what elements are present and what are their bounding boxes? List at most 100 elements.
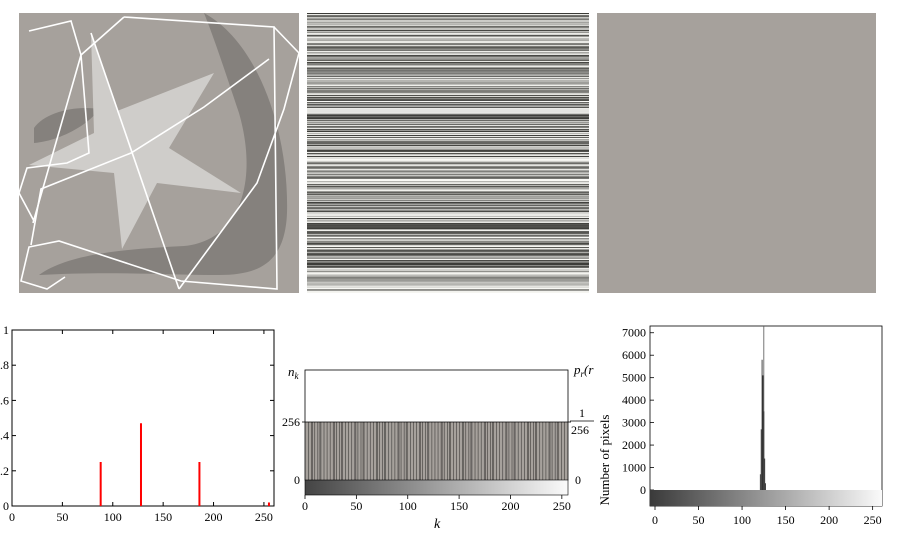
chart2-x-tick-label: 50 [350, 499, 362, 513]
stripe-line [307, 291, 589, 292]
stripe-line [307, 188, 589, 189]
stripe-line [307, 116, 589, 117]
histogram-chart-1: 0 .2 .4 .6 .8 1 0 50 100 150 200 250 [0, 323, 275, 524]
stripe-line [307, 246, 589, 247]
stripe-line [307, 241, 589, 242]
stripe-line [307, 27, 589, 28]
stripe-line [307, 52, 589, 53]
stripe-line [307, 68, 589, 69]
stripe-line [307, 243, 589, 244]
stripe-line [307, 95, 589, 96]
stripe-line [307, 17, 589, 18]
stripe-line [307, 45, 589, 46]
star-image [19, 13, 299, 293]
stripe-line [307, 38, 589, 39]
stripe-line [307, 171, 589, 172]
stripe-line [307, 136, 589, 137]
stripe-line [307, 278, 589, 279]
stripe-line [307, 122, 589, 123]
stripe-line [307, 86, 589, 87]
stripe-line [307, 191, 589, 192]
stripe-line [307, 35, 589, 36]
stripe-line [307, 271, 589, 272]
stripe-line [307, 164, 589, 165]
stripe-line [307, 79, 589, 80]
stripe-line [307, 152, 589, 153]
chart2-left-tick-0: 0 [294, 473, 300, 487]
chart3-y-tick-label: 6000 [622, 348, 646, 362]
stripe-line [307, 127, 589, 128]
chart2-x-tick-label: 0 [302, 499, 308, 513]
stripe-line [307, 234, 589, 235]
stripe-line [307, 118, 589, 119]
stripe-line [307, 215, 589, 216]
stripe-line [307, 264, 589, 265]
stripe-image [307, 13, 589, 293]
stripe-line [307, 161, 589, 162]
chart2-x-tick-label: 150 [450, 499, 468, 513]
chart2-x-axis: 0 50 100 150 200 250 [302, 495, 571, 513]
stripe-line [307, 30, 589, 31]
stripe-line [307, 140, 589, 141]
stripe-line [307, 194, 589, 195]
stripe-line [307, 200, 589, 201]
chart2-left-label: nk [288, 364, 300, 381]
stripe-line [307, 288, 589, 289]
stripe-line [307, 98, 589, 99]
stripe-line [307, 28, 589, 29]
chart3-frame [649, 325, 883, 507]
stripe-line [307, 117, 589, 118]
stripe-line [307, 128, 589, 129]
stripe-line [307, 184, 589, 185]
stripe-line [307, 20, 589, 21]
stripe-line [307, 203, 589, 204]
stripe-line [307, 156, 589, 157]
stripe-line [307, 50, 589, 51]
stripe-line [307, 204, 589, 205]
chart1-x-tick-label: 150 [154, 510, 172, 524]
stripe-line [307, 277, 589, 278]
chart3-y-label: Number of pixels [597, 415, 612, 506]
stripe-line [307, 248, 589, 249]
stripe-line [307, 70, 589, 71]
stripe-line [307, 198, 589, 199]
stripe-line [307, 166, 589, 167]
stripe-line [307, 227, 589, 228]
stripe-line [307, 112, 589, 113]
stripe-line [307, 255, 589, 256]
stripe-line [307, 268, 589, 269]
stripe-line [307, 89, 589, 90]
stripe-line [307, 72, 589, 73]
stripe-line [307, 195, 589, 196]
stripe-line [307, 226, 589, 227]
stripe-line [307, 149, 589, 150]
chart3-y-tick-label: 0 [640, 483, 646, 497]
chart1-x-tick-label: 250 [255, 510, 273, 524]
stripe-line [307, 145, 589, 146]
stripe-line [307, 263, 589, 264]
chart1-frame [11, 329, 275, 507]
stripe-line [307, 210, 589, 211]
dark-left-blob [34, 107, 99, 143]
chart1-y-tick-label: .2 [0, 464, 9, 478]
stripe-line [307, 284, 589, 285]
chart3-x-tick-label: 0 [652, 513, 658, 527]
stripe-line [307, 25, 589, 26]
stripe-line [307, 185, 589, 186]
stripe-line [307, 73, 589, 74]
stripe-line [307, 251, 589, 252]
stripe-line [307, 228, 589, 229]
stripe-line [307, 125, 589, 126]
stripe-line [307, 54, 589, 55]
stripe-line [307, 153, 589, 154]
stripe-line [307, 249, 589, 250]
chart3-x-tick-label: 150 [777, 513, 795, 527]
stripe-line [307, 270, 589, 271]
stripe-line [307, 99, 589, 100]
stripe-line [307, 18, 589, 19]
stripe-line [307, 236, 589, 237]
stripe-line [307, 143, 589, 144]
stripe-line [307, 53, 589, 54]
stripe-line [307, 187, 589, 188]
chart1-y-tick-label: 1 [3, 323, 9, 337]
